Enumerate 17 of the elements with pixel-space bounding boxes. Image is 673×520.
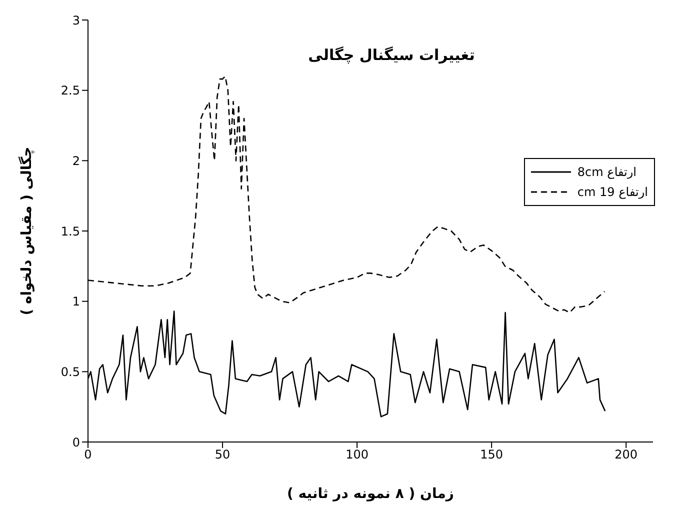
x-tick-label: 200 <box>614 448 638 462</box>
x-axis-title: زمان ( ۸ نمونه در ثانیه ) <box>287 486 454 502</box>
y-axis-title: چگالی ( مقیاس دلخواه ) <box>18 146 35 316</box>
x-tick-label: 50 <box>214 448 230 462</box>
x-tick-label: 150 <box>480 448 504 462</box>
y-tick-label: 1.5 <box>60 224 80 238</box>
legend-label: ارتفاع 8cm <box>577 165 637 179</box>
y-tick-label: 1 <box>72 294 80 309</box>
y-tick-label: 2.5 <box>60 84 80 98</box>
x-tick-label: 0 <box>84 448 92 462</box>
y-tick-label: 0.5 <box>60 364 80 379</box>
y-tick-label: 0 <box>72 435 80 450</box>
text: تغییرات سیگنال چگالی <box>307 46 476 64</box>
legend-label: ارتفاع 19 cm <box>577 185 648 199</box>
y-tick-label: 2 <box>72 154 80 168</box>
x-tick-label: 100 <box>346 448 368 462</box>
y-tick-label: 3 <box>72 13 80 28</box>
